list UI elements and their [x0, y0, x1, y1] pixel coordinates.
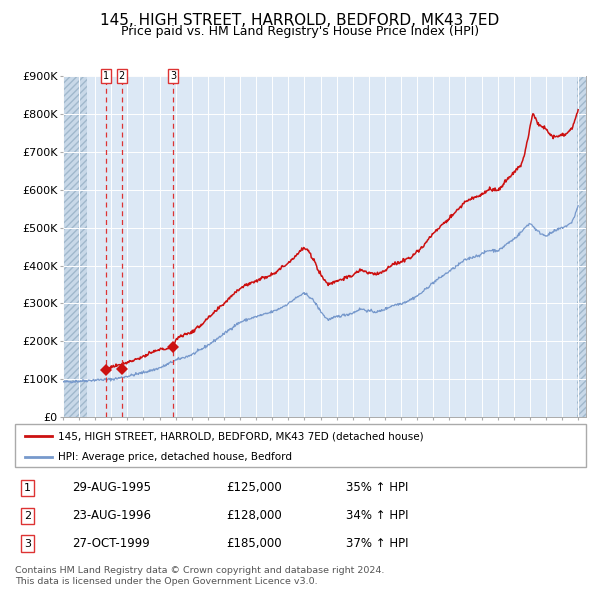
- Text: 37% ↑ HPI: 37% ↑ HPI: [346, 537, 409, 550]
- Text: Contains HM Land Registry data © Crown copyright and database right 2024.: Contains HM Land Registry data © Crown c…: [15, 566, 385, 575]
- Text: 3: 3: [170, 71, 176, 81]
- Text: 27-OCT-1999: 27-OCT-1999: [72, 537, 150, 550]
- Text: 34% ↑ HPI: 34% ↑ HPI: [346, 509, 409, 522]
- Text: 29-AUG-1995: 29-AUG-1995: [72, 481, 151, 494]
- Text: 1: 1: [24, 483, 31, 493]
- Text: 35% ↑ HPI: 35% ↑ HPI: [346, 481, 409, 494]
- Text: 2: 2: [24, 510, 31, 520]
- Text: HPI: Average price, detached house, Bedford: HPI: Average price, detached house, Bedf…: [58, 451, 292, 461]
- Text: 3: 3: [24, 539, 31, 549]
- Text: 23-AUG-1996: 23-AUG-1996: [72, 509, 151, 522]
- Text: 145, HIGH STREET, HARROLD, BEDFORD, MK43 7ED (detached house): 145, HIGH STREET, HARROLD, BEDFORD, MK43…: [58, 431, 424, 441]
- Text: 145, HIGH STREET, HARROLD, BEDFORD, MK43 7ED: 145, HIGH STREET, HARROLD, BEDFORD, MK43…: [100, 13, 500, 28]
- Text: £125,000: £125,000: [226, 481, 282, 494]
- Text: £185,000: £185,000: [226, 537, 282, 550]
- Text: Price paid vs. HM Land Registry's House Price Index (HPI): Price paid vs. HM Land Registry's House …: [121, 25, 479, 38]
- Text: 2: 2: [119, 71, 125, 81]
- Text: This data is licensed under the Open Government Licence v3.0.: This data is licensed under the Open Gov…: [15, 577, 317, 586]
- Bar: [577, 76, 586, 417]
- Bar: [63, 76, 87, 417]
- Text: £128,000: £128,000: [226, 509, 282, 522]
- FancyBboxPatch shape: [15, 424, 586, 467]
- Text: 1: 1: [103, 71, 109, 81]
